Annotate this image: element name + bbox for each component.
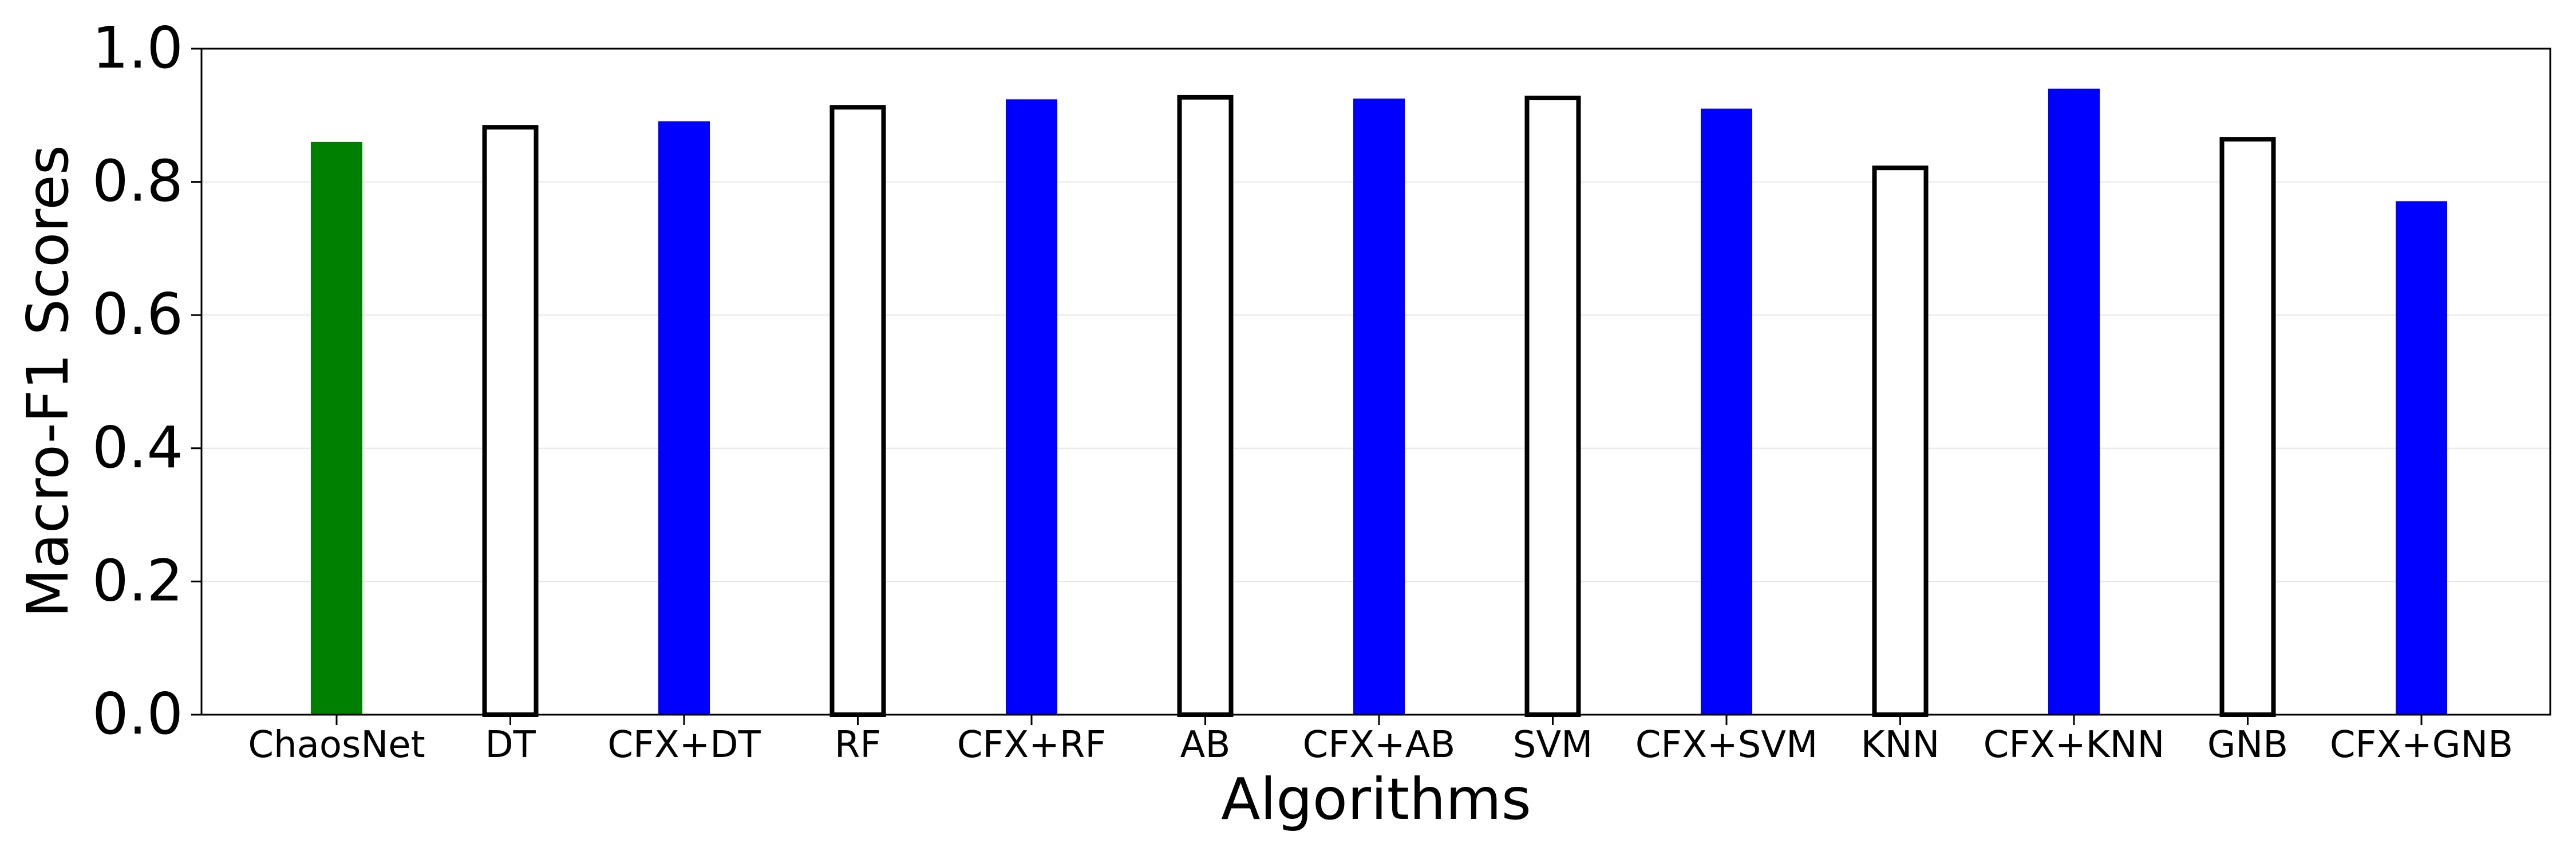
y-axis-ticks: 0.0 0.2 0.4 0.6 0.8 1.0 (92, 14, 202, 747)
x-tick-label: DT (485, 724, 536, 766)
bar-ab (1177, 94, 1234, 717)
bar-cfx-ab (1353, 98, 1405, 715)
bar-cfx-svm (1701, 108, 1752, 715)
bar-knn (1872, 166, 1929, 717)
bar-gnb (2219, 137, 2276, 717)
bar-cfx-knn (2048, 88, 2100, 715)
x-tick-label: CFX+DT (607, 724, 761, 766)
x-tick-label: AB (1180, 724, 1231, 766)
bars (311, 88, 2447, 717)
y-tick-label: 0.6 (92, 281, 183, 348)
plot-frame (200, 48, 2551, 716)
bar-dt (482, 125, 539, 717)
y-tick-label: 0.4 (92, 414, 183, 481)
bar-cfx-rf (1006, 99, 1057, 715)
y-axis-title: Macro-F1 Scores (14, 145, 81, 618)
x-axis-title: Algorithms (1221, 766, 1531, 833)
bar-chaosnet (311, 141, 362, 715)
y-tick-label: 0.2 (92, 547, 183, 614)
x-tick-label: KNN (1861, 724, 1940, 766)
bar-rf (829, 105, 886, 717)
bar-svm (1524, 96, 1581, 717)
x-tick-label: ChaosNet (248, 724, 425, 766)
x-tick-label: GNB (2207, 724, 2288, 766)
y-tick-label: 0.8 (92, 148, 183, 215)
y-tick-label: 1.0 (92, 14, 183, 81)
x-tick-label: CFX+RF (957, 724, 1106, 766)
x-tick-label: CFX+GNB (2330, 724, 2513, 766)
x-tick-label: RF (835, 724, 881, 766)
x-tick-label: SVM (1513, 724, 1593, 766)
x-tick-label: CFX+KNN (1984, 724, 2165, 766)
bar-cfx-dt (658, 121, 710, 715)
x-tick-label: CFX+AB (1303, 724, 1456, 766)
bar-cfx-gnb (2396, 201, 2447, 715)
x-axis-ticks: ChaosNet DT CFX+DT RF CFX+RF AB CFX+AB SVM CFX+S… (248, 715, 2513, 766)
y-tick-label: 0.0 (92, 680, 183, 747)
x-tick-label: CFX+SVM (1635, 724, 1818, 766)
